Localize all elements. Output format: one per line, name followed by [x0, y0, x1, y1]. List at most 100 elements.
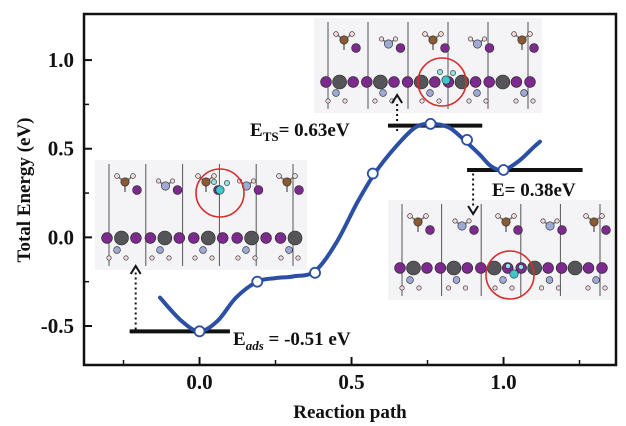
- atom-sphere: [383, 39, 393, 49]
- atom-sphere: [441, 75, 451, 85]
- atom-sphere: [501, 217, 511, 227]
- atom-sphere: [200, 230, 216, 246]
- atom-sphere: [511, 213, 517, 219]
- atom-sphere: [294, 185, 304, 195]
- final-energy-label: E= 0.38eV: [492, 180, 576, 201]
- atom-sphere: [425, 225, 435, 235]
- atom-sphere: [481, 36, 487, 42]
- atom-sphere: [445, 285, 451, 291]
- atom-sphere: [530, 98, 536, 104]
- y-tick-label: 0.5: [48, 137, 74, 161]
- atom-sphere: [524, 76, 536, 88]
- atom-sphere: [440, 43, 450, 53]
- atom-sphere: [467, 36, 473, 42]
- atom-sphere: [251, 178, 257, 184]
- atom-sphere: [211, 173, 217, 179]
- atom-sphere: [114, 230, 129, 246]
- atom-sphere: [589, 217, 599, 227]
- atom-sphere: [484, 43, 495, 53]
- atom-sphere: [156, 178, 162, 184]
- atom-sphere: [426, 89, 434, 97]
- atom-sphere: [295, 255, 301, 261]
- atom-sphere: [395, 43, 406, 53]
- atom-sphere: [422, 31, 428, 37]
- data-point: [193, 325, 206, 338]
- atom-sphere: [379, 89, 387, 97]
- atom-sphere: [123, 255, 129, 261]
- atom-sphere: [282, 177, 292, 187]
- atom-sphere: [510, 76, 523, 88]
- atom-sphere: [413, 74, 429, 90]
- atom-sphere: [421, 262, 433, 274]
- atom-sphere: [388, 76, 400, 88]
- atom-sphere: [188, 232, 200, 244]
- atom-sphere: [436, 98, 442, 104]
- atom-sphere: [276, 173, 282, 179]
- atom-sphere: [406, 276, 414, 284]
- atom-sphere: [285, 246, 293, 254]
- atom-sphere: [583, 213, 589, 219]
- atom-sphere: [513, 225, 523, 235]
- final-arrow-head: [467, 205, 479, 216]
- atom-sphere: [423, 213, 429, 219]
- atom-sphere: [215, 185, 225, 195]
- atom-sphere: [596, 262, 608, 274]
- atom-sphere: [209, 255, 215, 261]
- atom-sphere: [342, 98, 348, 104]
- ads-energy-label: Eads = -0.51 eV: [233, 329, 351, 353]
- data-point: [461, 133, 473, 146]
- atom-sphere: [545, 221, 555, 231]
- atom-sphere: [450, 70, 456, 76]
- atom-sphere: [253, 185, 264, 195]
- highlight-circle: [485, 250, 535, 300]
- atom-sphere: [538, 285, 544, 291]
- atom-sphere: [473, 89, 481, 97]
- atom-sphere: [101, 232, 113, 244]
- atom-sphere: [114, 173, 120, 179]
- atom-sphere: [438, 31, 444, 37]
- atom-sphere: [235, 255, 241, 261]
- atom-sphere: [132, 185, 142, 195]
- atom-sphere: [392, 36, 398, 42]
- atom-sphere: [201, 177, 211, 187]
- atom-sphere: [278, 255, 284, 261]
- atom-sphere: [351, 43, 361, 53]
- x-axis-title: Reaction path: [293, 402, 407, 423]
- data-points: [193, 118, 510, 338]
- atom-sphere: [582, 262, 595, 274]
- atom-sphere: [509, 285, 515, 291]
- atom-sphere: [339, 35, 349, 45]
- atom-sphere: [555, 285, 561, 291]
- atom-sphere: [466, 98, 472, 104]
- atom-sphere: [130, 173, 136, 179]
- atom-sphere: [542, 262, 554, 274]
- atom-sphere: [602, 285, 608, 291]
- final-state-structure-image: [388, 200, 614, 300]
- atom-sphere: [216, 232, 229, 244]
- atom-sphere: [199, 246, 207, 254]
- data-point: [366, 167, 379, 180]
- atom-sphere: [416, 285, 422, 291]
- data-point: [309, 266, 321, 279]
- atom-sphere: [244, 230, 259, 246]
- atom-sphere: [457, 221, 467, 231]
- atom-sphere: [499, 276, 507, 284]
- atom-sphere: [252, 255, 258, 261]
- atom-sphere: [332, 74, 347, 90]
- atom-sphere: [599, 213, 605, 219]
- atom-sphere: [144, 232, 157, 244]
- dotted-arrows: [129, 93, 479, 330]
- atom-sphere: [483, 76, 495, 88]
- inset-background: [314, 18, 542, 113]
- x-tick-label: 1.0: [490, 370, 516, 394]
- ts-arrow-head: [391, 93, 403, 104]
- atom-sphere: [466, 218, 472, 224]
- atom-sphere: [260, 232, 272, 244]
- atom-sphere: [452, 276, 461, 284]
- atom-sphere: [469, 76, 482, 88]
- ads-arrow-head: [129, 264, 142, 275]
- atom-sphere: [527, 31, 533, 37]
- atom-sphere: [120, 177, 130, 187]
- atom-sphere: [333, 31, 339, 37]
